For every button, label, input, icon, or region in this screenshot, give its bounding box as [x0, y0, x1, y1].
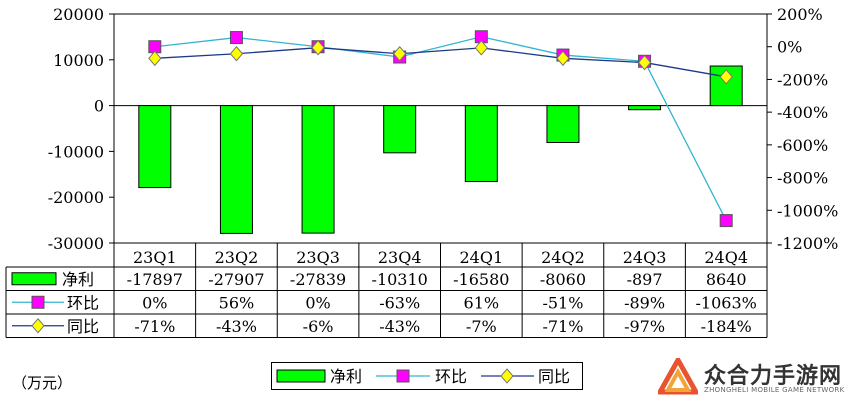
line-qoq: [154, 36, 727, 221]
left-axis-tick-label: -10000: [48, 142, 104, 161]
category-label: 24Q4: [704, 248, 748, 267]
row-header: 同比: [67, 317, 99, 336]
data-cell-23Q3: 0%: [305, 293, 330, 312]
logo-mark-icon: [658, 358, 698, 395]
category-label: 23Q3: [296, 248, 340, 267]
row-header: 环比: [67, 293, 99, 312]
right-axis-tick-label: -1200%: [777, 234, 838, 253]
row-header: 净利: [62, 270, 94, 289]
legend: [271, 362, 583, 390]
logo-name: 众合力手游网: [704, 364, 843, 389]
data-cell-24Q3: -897: [627, 270, 663, 289]
logo-subtitle: ZHONGHELI MOBILE GAME NETWORK: [704, 386, 845, 394]
left-axis-tick-label: 20000: [53, 5, 104, 24]
data-cell-24Q4: 8640: [706, 270, 747, 289]
marker-yoy-23Q3: [311, 39, 325, 56]
unit-label: （万元）: [12, 374, 73, 392]
marker-yoy-23Q4: [393, 45, 407, 62]
category-label: 23Q4: [378, 248, 422, 267]
marker-yoy-24Q3: [637, 54, 652, 71]
marker-qoq-23Q2: [229, 31, 243, 45]
legend-diamond-icon: [500, 368, 514, 384]
left-axis-tick-label: -30000: [48, 234, 104, 253]
row-key-diamond-icon: [31, 317, 45, 334]
left-axis-tick-label: -20000: [48, 188, 104, 207]
category-label: 23Q2: [215, 248, 259, 267]
bar-23Q1: [138, 105, 172, 189]
marker-yoy-24Q4: [719, 69, 733, 85]
data-cell-24Q3: -97%: [624, 317, 665, 336]
data-cell-23Q2: -43%: [216, 317, 257, 336]
right-axis-tick-label: 200%: [777, 5, 823, 24]
legend-label: 环比: [435, 367, 467, 386]
data-cell-24Q1: 61%: [464, 293, 500, 312]
line-yoy: [154, 47, 727, 78]
data-cell-24Q4: -1063%: [696, 293, 757, 312]
data-cell-23Q2: 56%: [219, 293, 255, 312]
plot-area-border: [113, 13, 768, 244]
data-cell-23Q3: -27839: [290, 270, 346, 289]
data-cell-24Q3: -89%: [624, 293, 665, 312]
category-label: 23Q1: [133, 248, 177, 267]
category-label: 24Q2: [541, 248, 585, 267]
data-cell-24Q2: -51%: [542, 293, 583, 312]
legend-bar-icon: [276, 369, 326, 383]
marker-yoy-24Q2: [556, 50, 570, 67]
data-cell-23Q1: -71%: [134, 317, 175, 336]
bar-24Q3: [628, 105, 662, 111]
right-axis-tick-label: -400%: [777, 103, 828, 122]
row-key-square-icon: [31, 295, 45, 309]
brand-logo: 众合力手游网 ZHONGHELI MOBILE GAME NETWORK: [658, 356, 854, 404]
data-cell-23Q2: -27907: [208, 270, 264, 289]
bar-23Q2: [219, 105, 253, 234]
bar-23Q4: [383, 105, 417, 154]
bar-24Q2: [546, 105, 580, 144]
data-cell-24Q1: -7%: [466, 317, 497, 336]
row-key-bar-icon: [11, 272, 57, 286]
left-axis-tick-label: 0: [94, 97, 104, 116]
legend-square-icon: [396, 369, 410, 383]
category-label: 24Q1: [459, 248, 503, 267]
data-cell-23Q3: -6%: [303, 317, 334, 336]
right-axis-tick-label: -200%: [777, 70, 828, 89]
marker-yoy-24Q1: [474, 40, 488, 56]
data-cell-23Q1: 0%: [142, 293, 167, 312]
marker-yoy-23Q2: [229, 45, 244, 62]
right-axis-tick-label: -1000%: [777, 201, 838, 220]
marker-yoy-23Q1: [148, 50, 162, 67]
data-cell-23Q1: -17897: [127, 270, 183, 289]
legend-label: 净利: [330, 367, 362, 386]
category-label: 24Q3: [623, 248, 667, 267]
data-cell-24Q2: -71%: [542, 317, 583, 336]
data-cell-23Q4: -10310: [372, 270, 428, 289]
legend-label: 同比: [538, 367, 570, 386]
right-axis-tick-label: -600%: [777, 136, 828, 155]
data-cell-23Q4: -63%: [379, 293, 420, 312]
data-cell-23Q4: -43%: [379, 317, 420, 336]
right-axis-tick-label: 0%: [777, 38, 802, 57]
left-axis-tick-label: 10000: [53, 51, 104, 70]
data-cell-24Q4: -184%: [701, 317, 752, 336]
data-cell-24Q2: -8060: [540, 270, 586, 289]
bar-23Q3: [301, 105, 335, 234]
right-axis-tick-label: -800%: [777, 169, 828, 188]
bar-24Q1: [464, 105, 498, 183]
data-cell-24Q1: -16580: [453, 270, 509, 289]
marker-qoq-24Q4: [719, 214, 733, 228]
